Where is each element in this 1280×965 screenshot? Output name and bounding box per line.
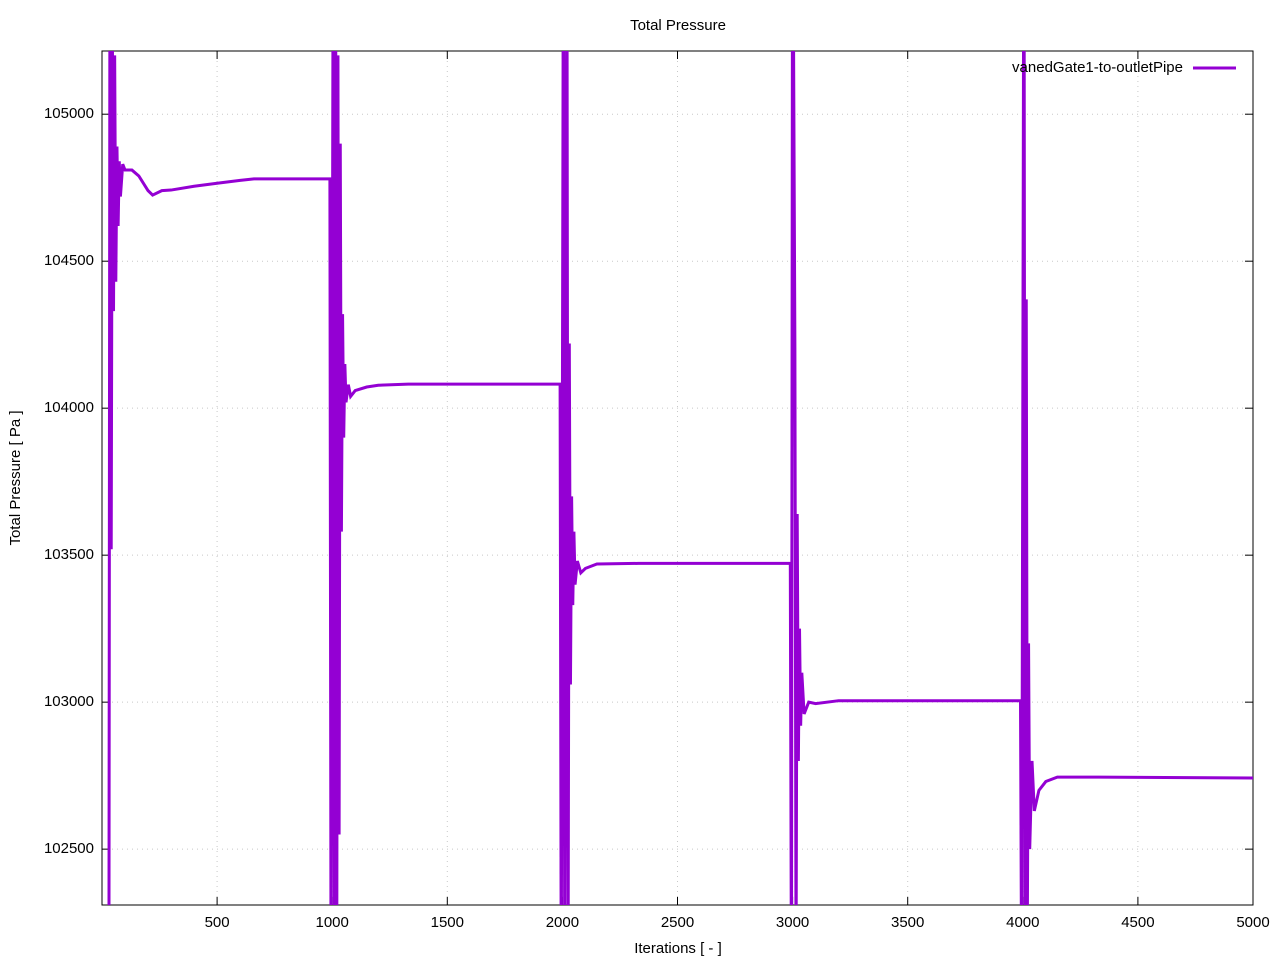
data-line [107, 51, 1253, 905]
x-axis-label: Iterations [ - ] [634, 940, 722, 957]
y-tick-label: 104000 [44, 399, 94, 416]
y-axis-label: Total Pressure [ Pa ] [7, 410, 24, 545]
x-tick-label: 4000 [1006, 914, 1039, 931]
x-tick-label: 2000 [546, 914, 579, 931]
y-tick-label: 103000 [44, 693, 94, 710]
y-tick-label: 102500 [44, 840, 94, 857]
legend-label: vanedGate1-to-outletPipe [1012, 59, 1183, 76]
x-tick-label: 5000 [1236, 914, 1269, 931]
y-tick-label: 104500 [44, 252, 94, 269]
y-tick-label: 103500 [44, 546, 94, 563]
chart-title: Total Pressure [630, 17, 726, 34]
x-tick-label: 1500 [431, 914, 464, 931]
x-tick-label: 2500 [661, 914, 694, 931]
x-tick-label: 3000 [776, 914, 809, 931]
plot-border [101, 50, 1254, 906]
x-tick-label: 3500 [891, 914, 924, 931]
x-tick-label: 1000 [316, 914, 349, 931]
x-tick-label: 500 [205, 914, 230, 931]
x-tick-label: 4500 [1121, 914, 1154, 931]
y-tick-label: 105000 [44, 105, 94, 122]
